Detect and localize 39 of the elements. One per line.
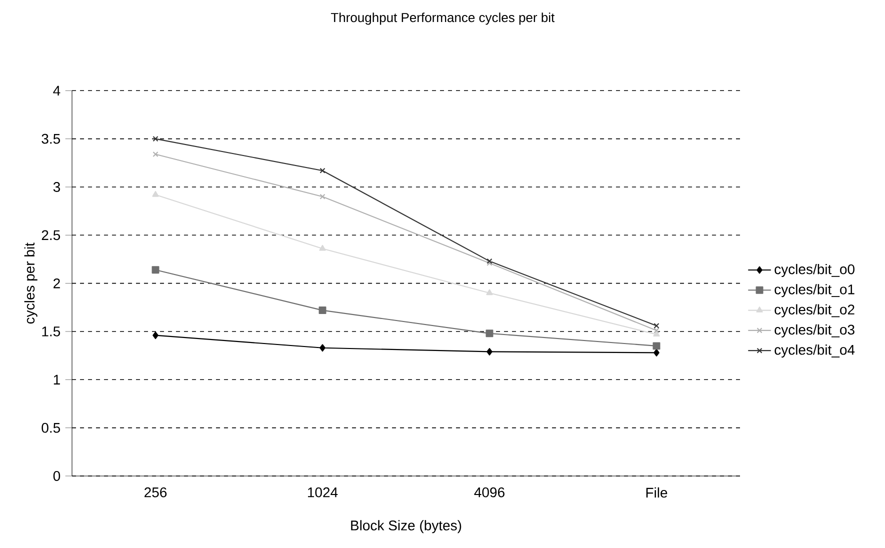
legend-label: cycles/bit_o2 xyxy=(774,304,854,318)
legend-label: cycles/bit_o3 xyxy=(774,324,854,338)
y-tick-label: 1.5 xyxy=(42,326,60,336)
point xyxy=(152,151,158,158)
point xyxy=(152,136,158,142)
point xyxy=(320,168,326,174)
y-tick-label: 3 xyxy=(53,182,60,192)
legend-label: cycles/bit_o0 xyxy=(774,264,854,277)
point xyxy=(654,328,660,334)
point xyxy=(654,322,660,329)
chart-title: Throughput Performance cycles per bit xyxy=(330,12,555,25)
x-tick-label: 256 xyxy=(144,487,167,498)
point xyxy=(652,342,660,350)
legend-label: cycles/bit_o1 xyxy=(774,284,854,298)
point xyxy=(486,289,493,296)
point xyxy=(152,190,159,197)
point xyxy=(152,266,160,274)
point xyxy=(319,244,326,251)
point xyxy=(152,332,158,340)
point xyxy=(320,344,326,352)
x-tick-label: 1024 xyxy=(308,487,338,498)
y-tick-label: 3.5 xyxy=(42,134,60,144)
y-axis-title: cycles per bit xyxy=(24,242,38,324)
point xyxy=(320,194,326,200)
y-tick-label: 1 xyxy=(54,374,60,384)
x-tick-label: 4096 xyxy=(474,487,504,498)
point xyxy=(486,348,492,356)
y-tick-label: 2.5 xyxy=(42,230,60,240)
point xyxy=(318,306,326,314)
point xyxy=(653,330,660,337)
point xyxy=(486,330,494,338)
y-tick-label: 4 xyxy=(53,86,60,96)
point xyxy=(654,348,660,356)
y-tick-label: 2 xyxy=(54,278,60,288)
y-tick-label: 0.5 xyxy=(42,422,60,433)
x-tick-label: File xyxy=(646,487,668,498)
y-tick-label: 0 xyxy=(53,471,60,481)
x-axis-title: Block Size (bytes) xyxy=(351,520,462,534)
legend-label: cycles/bit_o4 xyxy=(774,344,855,358)
